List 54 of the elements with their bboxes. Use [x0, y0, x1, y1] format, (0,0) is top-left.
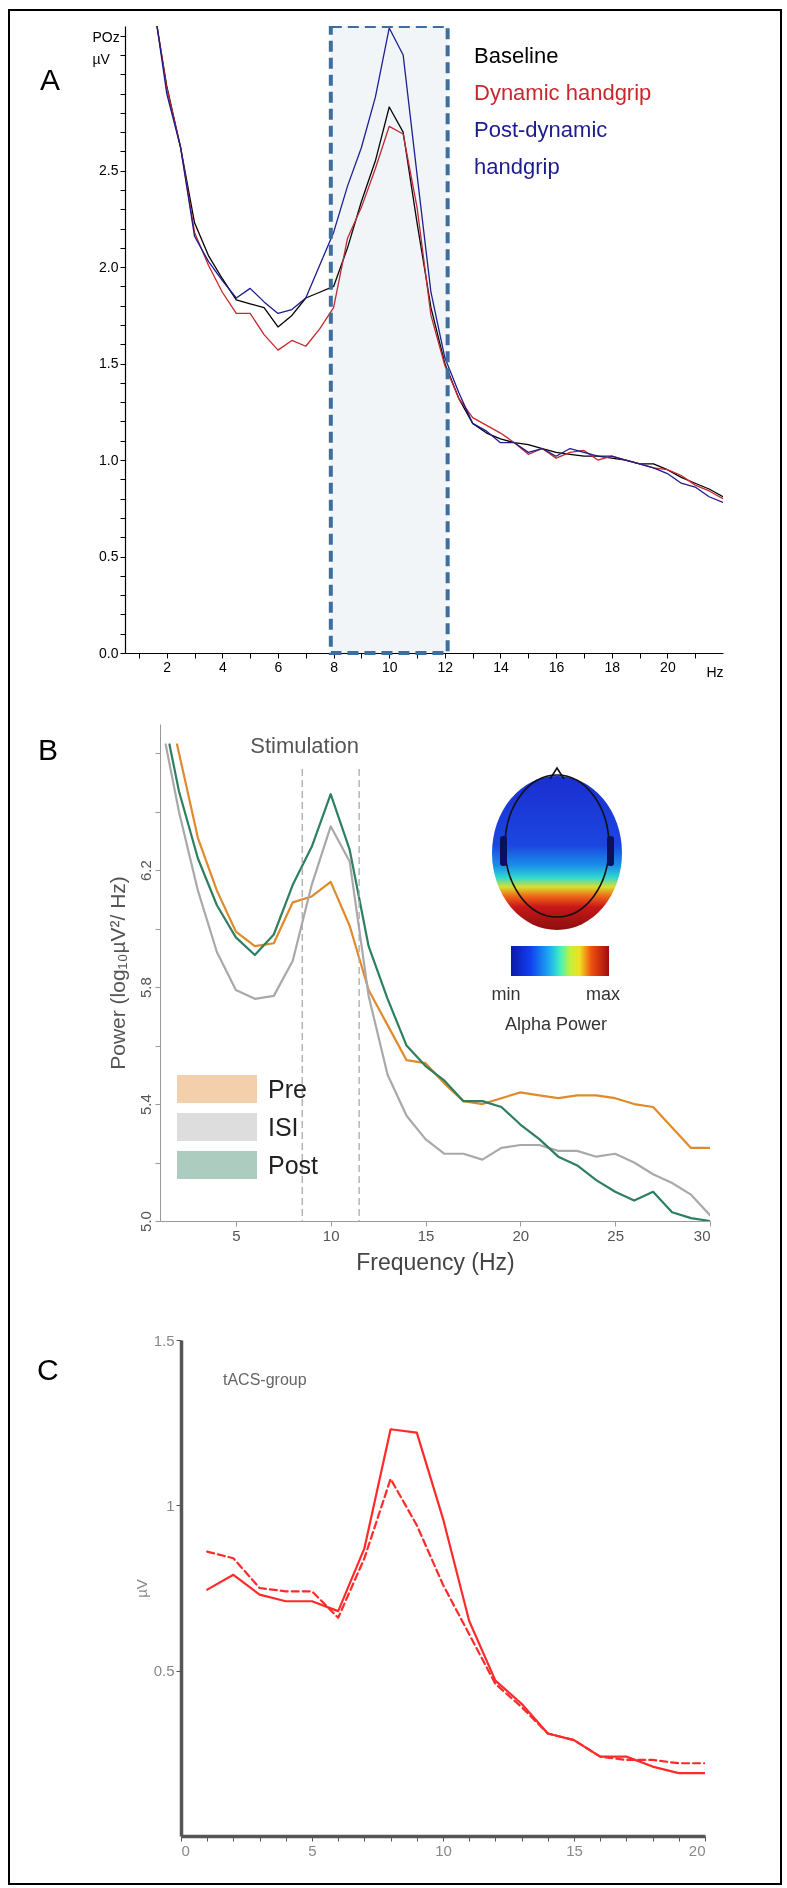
y-tick-label: 1.5 [99, 355, 119, 372]
x-tick-label: 10 [435, 1841, 452, 1859]
y-tick-label: 2.0 [99, 258, 119, 275]
text: Dynamic handgrip [474, 80, 652, 105]
text: A [40, 63, 61, 97]
x-tick-label: 2 [163, 658, 172, 675]
x-tick-label: 6 [274, 658, 283, 675]
legend-label: Post [268, 1151, 319, 1179]
x-tick-label: 5 [308, 1841, 317, 1859]
x-tick-label: 16 [548, 658, 565, 675]
x-tick-label: 10 [381, 658, 398, 675]
y-tick-label: 5.8 [136, 977, 154, 999]
annotation: tACS-group [223, 1371, 307, 1388]
x-tick-label: 14 [493, 658, 509, 675]
y-axis-title: µV [132, 1579, 150, 1598]
x-tick-label: 20 [512, 1226, 530, 1244]
x-tick-label: 20 [688, 1841, 706, 1859]
legend-label: ISI [268, 1113, 299, 1141]
y-tick-label: 0.5 [99, 548, 119, 565]
y-tick-label: 1 [166, 1496, 175, 1514]
x-axis-title: Frequency (Hz) [356, 1248, 515, 1275]
annotation: max [585, 983, 621, 1004]
x-tick-label: 10 [322, 1226, 340, 1244]
y-tick-label: 0.5 [153, 1662, 175, 1680]
x-tick-label: 15 [566, 1841, 583, 1859]
x-tick-label: 12 [437, 658, 454, 675]
text: Baseline [474, 43, 559, 68]
x-tick-label: 8 [330, 658, 339, 675]
ref-line-label: Stimulation [250, 733, 360, 758]
annotation: min [491, 983, 521, 1004]
y-axis-title: POz µV [92, 28, 120, 67]
y-tick-label: 1.5 [153, 1331, 175, 1349]
annotation: Alpha Power [504, 1013, 608, 1034]
x-axis-title: Hz [706, 663, 724, 680]
x-tick-label: 30 [693, 1226, 711, 1244]
x-tick-label: 15 [417, 1226, 435, 1244]
x-tick-label: 5 [232, 1226, 241, 1244]
y-axis-title: Power (log₁₀µV²/ Hz) [105, 876, 129, 1070]
chart-title: C [37, 1353, 59, 1387]
y-tick-label: 6.2 [136, 860, 154, 882]
legend-label: Pre [268, 1075, 307, 1103]
line-series [206, 1428, 705, 1775]
y-tick-label: 5.0 [136, 1211, 154, 1232]
y-tick-label: 5.4 [136, 1094, 154, 1115]
chart-title: B [38, 733, 59, 767]
y-tick-label: 2.5 [99, 162, 119, 179]
x-tick-label: 20 [660, 658, 676, 675]
x-tick-label: 25 [607, 1226, 625, 1244]
x-tick-label: 18 [604, 658, 621, 675]
x-tick-label: 0 [181, 1841, 190, 1859]
y-tick-label: 0.0 [99, 644, 119, 661]
text: Post-dynamic handgrip [474, 117, 608, 179]
x-tick-label: 4 [218, 658, 227, 675]
y-tick-label: 1.0 [99, 451, 119, 468]
